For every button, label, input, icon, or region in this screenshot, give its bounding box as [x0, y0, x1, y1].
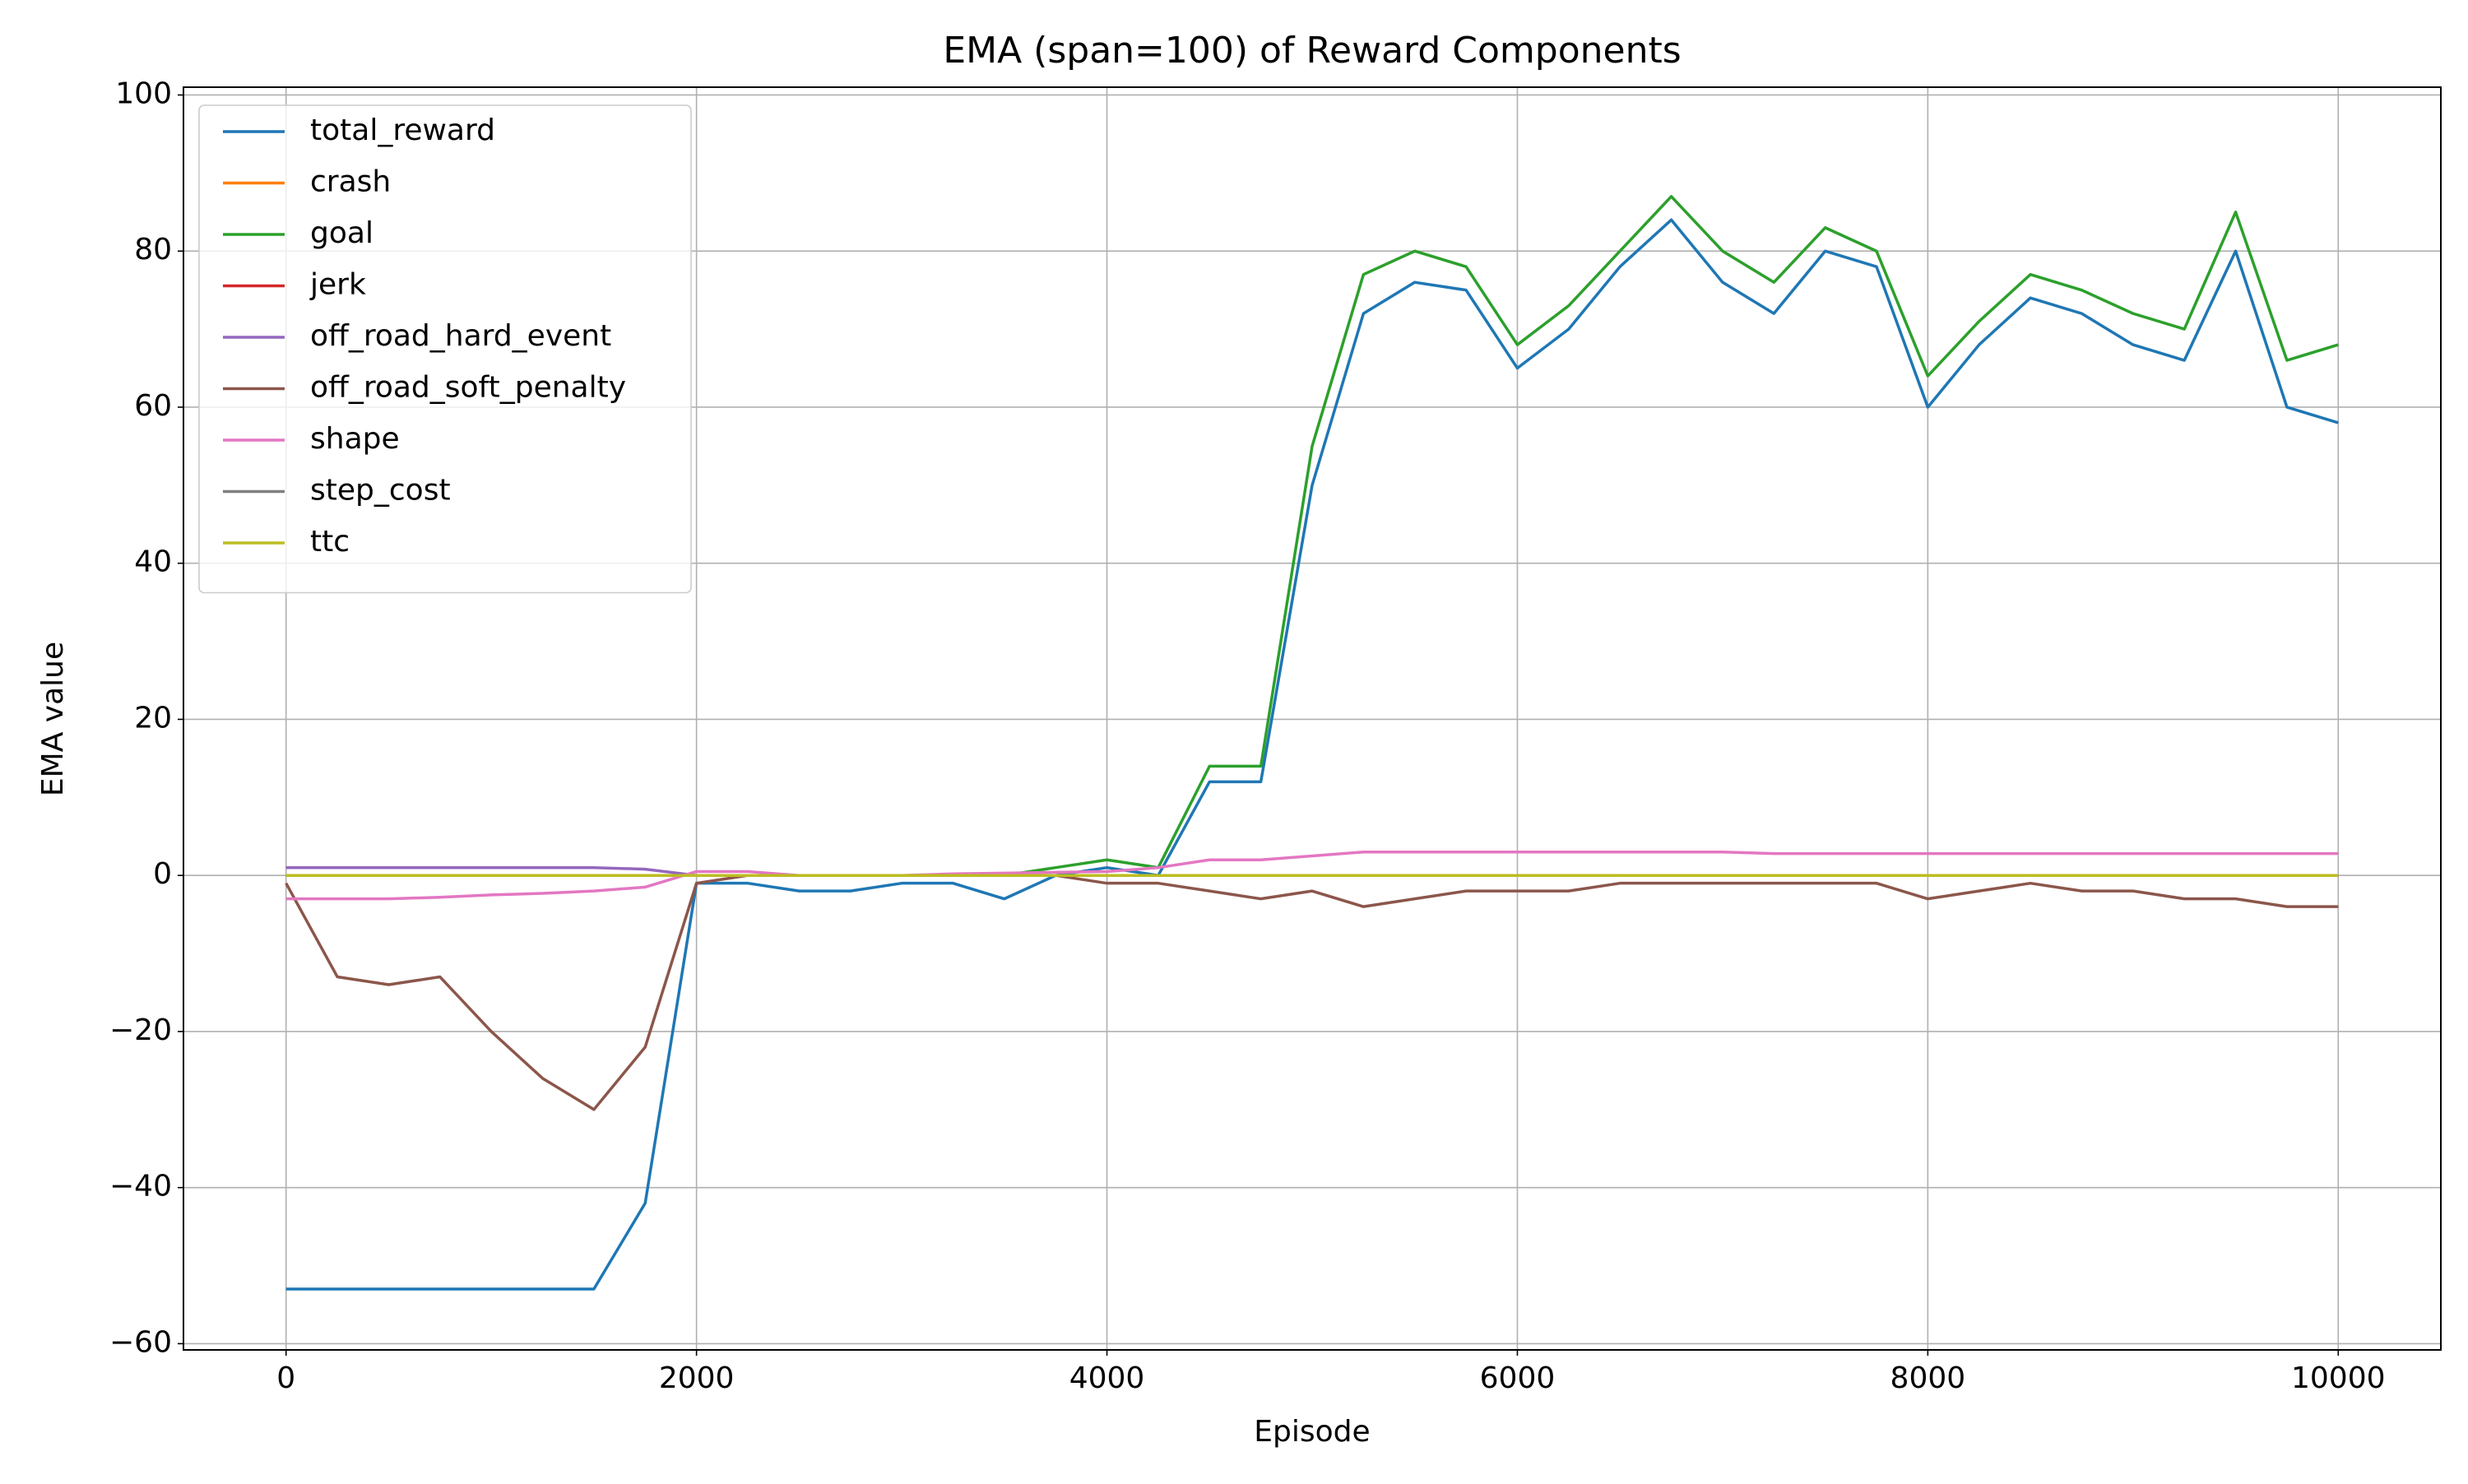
x-tick-label: 2000: [659, 1361, 735, 1395]
y-tick-label: 0: [153, 857, 172, 891]
y-tick-label: 20: [134, 701, 172, 735]
legend-label: crash: [310, 165, 391, 199]
legend-label: shape: [310, 422, 400, 456]
x-tick-label: 6000: [1480, 1361, 1556, 1395]
ticks: 0 2000 4000 6000 8000 10000 −60 −40 −20 0 20 40 60 80…: [109, 77, 2386, 1395]
x-tick-label: 0: [276, 1361, 295, 1395]
x-tick-label: 8000: [1890, 1361, 1966, 1395]
y-tick-label: −60: [109, 1325, 172, 1359]
y-tick-label: 80: [134, 233, 172, 267]
x-axis-label: Episode: [1254, 1415, 1370, 1449]
legend-label: total_reward: [310, 114, 495, 147]
y-tick-label: 100: [115, 77, 172, 110]
y-tick-label: −20: [109, 1013, 172, 1047]
legend-box: [198, 104, 692, 594]
legend-label: ttc: [310, 525, 350, 559]
y-tick-label: 40: [134, 545, 172, 579]
legend-label: off_road_soft_penalty: [310, 371, 626, 405]
series-line: [285, 218, 2339, 1291]
series-line: [285, 874, 2339, 1111]
legend-label: jerk: [309, 268, 366, 302]
legend-label: step_cost: [310, 474, 451, 508]
series-line: [285, 850, 2339, 901]
legend-label: goal: [310, 216, 373, 250]
legend-label: off_road_hard_event: [310, 319, 611, 353]
x-tick-label: 4000: [1069, 1361, 1145, 1395]
y-tick-label: −40: [109, 1170, 172, 1203]
x-tick-label: 10000: [2291, 1361, 2386, 1395]
y-tick-label: 60: [134, 389, 172, 423]
plot-lines: [285, 195, 2339, 1291]
axes-frame: [183, 86, 2442, 1351]
chart-title: EMA (span=100) of Reward Components: [943, 30, 1681, 72]
y-axis-label: EMA value: [36, 642, 70, 796]
